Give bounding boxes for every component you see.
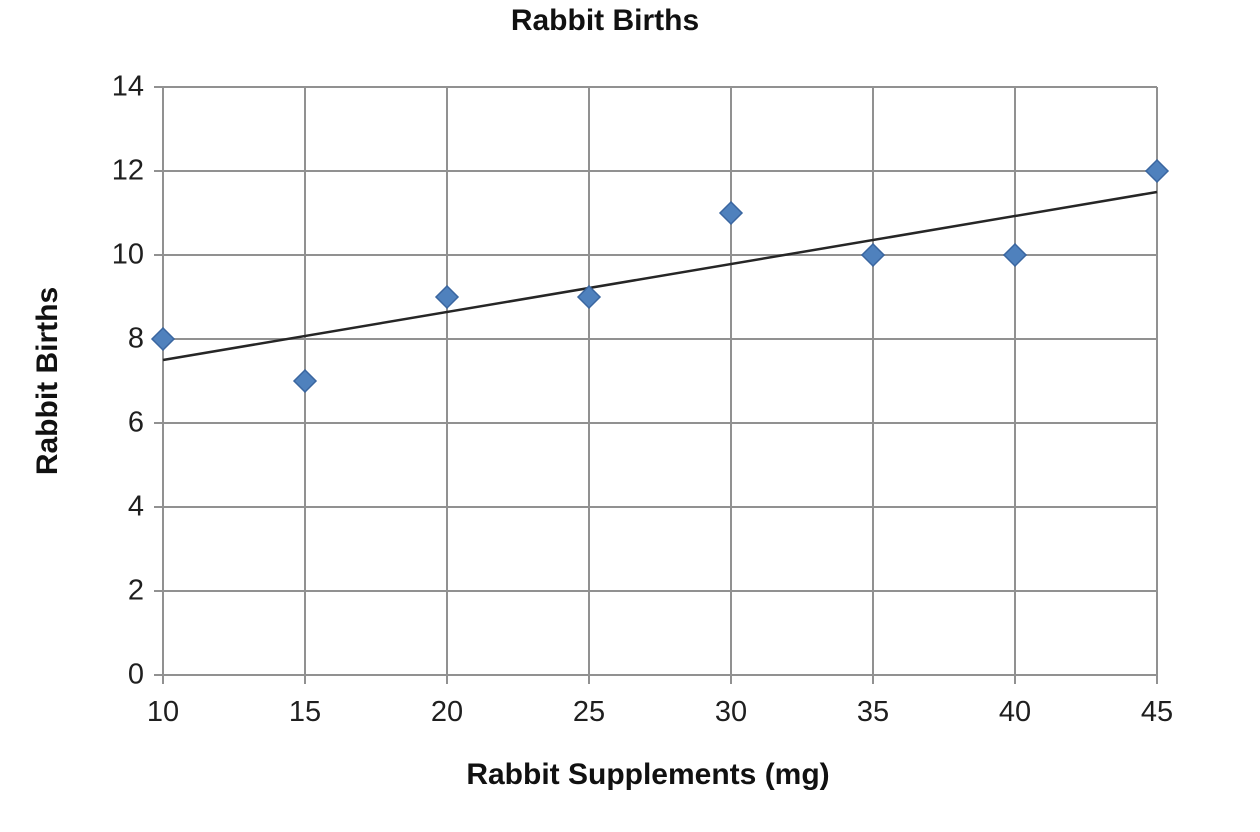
y-tick-label: 2 (127, 574, 144, 607)
y-tick-label: 10 (111, 238, 144, 271)
data-point-marker (1002, 242, 1028, 268)
y-tick-label: 12 (111, 154, 144, 187)
data-point-marker (860, 242, 886, 268)
x-tick-label: 25 (572, 696, 606, 728)
x-tick-label: 45 (1140, 696, 1174, 728)
chart-title: Rabbit Births (510, 4, 700, 37)
x-tick-label: 15 (288, 696, 322, 728)
x-tick-label: 10 (146, 696, 180, 728)
x-axis-title: Rabbit Supplements (mg) (466, 758, 830, 791)
y-tick-label: 0 (127, 658, 144, 691)
data-point-marker (292, 368, 318, 394)
x-tick-label: 20 (430, 696, 464, 728)
data-point-marker (150, 326, 176, 352)
y-tick-label: 4 (127, 490, 144, 523)
x-tick-label: 30 (714, 696, 748, 728)
y-tick-label: 6 (127, 406, 144, 439)
trendline (162, 190, 1158, 362)
x-tick-label: 35 (856, 696, 890, 728)
data-point-marker (1144, 158, 1170, 184)
x-tick-label: 40 (998, 696, 1032, 728)
data-point-marker (718, 200, 744, 226)
data-point-marker (434, 284, 460, 310)
y-tick-label: 8 (127, 322, 144, 355)
data-point-marker (576, 284, 602, 310)
y-tick-label: 14 (111, 70, 144, 103)
